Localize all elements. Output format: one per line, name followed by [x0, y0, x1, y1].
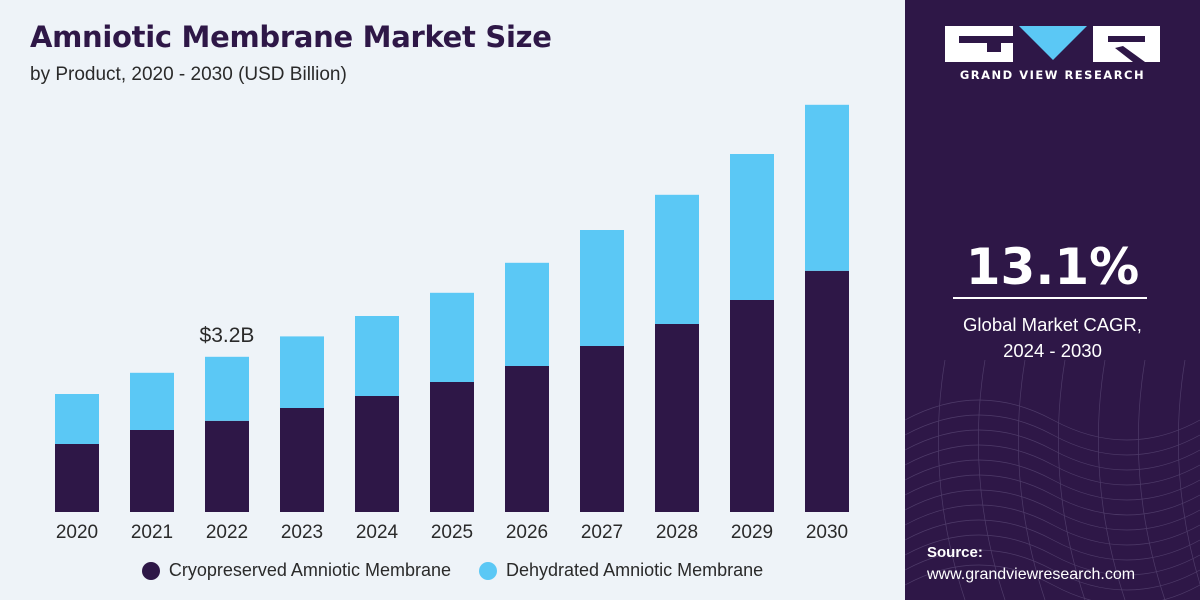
legend-label-cryopreserved: Cryopreserved Amniotic Membrane — [168, 560, 451, 580]
data-label-2022: $3.2B — [200, 324, 255, 347]
legend-item-dehydrated: Dehydrated Amniotic Membrane — [479, 560, 763, 581]
wave-pattern-decoration — [905, 360, 1200, 600]
x-tick-label-2024: 2024 — [356, 522, 399, 543]
chart-title: Amniotic Membrane Market Size — [30, 20, 552, 54]
source-link[interactable]: www.grandviewresearch.com — [927, 566, 1136, 583]
bar-dehydrated-2029 — [730, 154, 774, 300]
bar-dehydrated-2025 — [430, 292, 474, 382]
legend-item-cryopreserved: Cryopreserved Amniotic Membrane — [141, 560, 451, 581]
bar-cryopreserved-2029 — [730, 300, 774, 512]
bar-dehydrated-2030 — [805, 104, 849, 271]
bar-cryopreserved-2026 — [505, 366, 549, 512]
bar-cryopreserved-2024 — [355, 396, 399, 512]
source-label: Source: — [927, 544, 983, 561]
cagr-label: Global Market CAGR, 2024 - 2030 — [905, 312, 1200, 364]
x-tick-label-2029: 2029 — [731, 522, 773, 543]
gvr-logo-icon — [945, 26, 1160, 62]
cagr-label-line2: 2024 - 2030 — [1003, 340, 1102, 361]
chart-area: Amniotic Membrane Market Size by Product… — [0, 20, 905, 581]
x-tick-label-2023: 2023 — [281, 522, 323, 543]
cagr-value: 13.1% — [965, 238, 1140, 296]
bar-dehydrated-2022 — [205, 356, 249, 421]
bar-dehydrated-2027 — [580, 230, 624, 346]
bar-dehydrated-2023 — [280, 336, 324, 408]
bar-cryopreserved-2028 — [655, 324, 699, 512]
x-tick-label-2020: 2020 — [56, 522, 98, 543]
cagr-divider — [953, 297, 1147, 299]
legend-swatch-cryopreserved — [141, 561, 160, 580]
x-tick-label-2022: 2022 — [206, 522, 248, 543]
brand-logo: GRAND VIEW RESEARCH — [945, 26, 1160, 82]
x-tick-label-2021: 2021 — [131, 522, 173, 543]
bar-cryopreserved-2027 — [580, 346, 624, 512]
bar-dehydrated-2020 — [55, 394, 99, 444]
bar-dehydrated-2024 — [355, 316, 399, 396]
brand-name: GRAND VIEW RESEARCH — [959, 68, 1146, 82]
bar-dehydrated-2026 — [505, 262, 549, 366]
x-tick-label-2027: 2027 — [581, 522, 623, 543]
bar-cryopreserved-2023 — [280, 408, 324, 512]
x-tick-label-2030: 2030 — [806, 522, 848, 543]
bar-cryopreserved-2022 — [205, 420, 249, 512]
bar-chart: 2020 2021 2022 2023 2024 2025 2026 2027 2028 2029… — [55, 104, 849, 543]
chart-legend: Cryopreserved Amniotic Membrane Dehydrat… — [0, 560, 905, 581]
bar-cryopreserved-2025 — [430, 382, 474, 512]
x-tick-label-2026: 2026 — [506, 522, 548, 543]
bar-dehydrated-2021 — [130, 372, 174, 430]
legend-label-dehydrated: Dehydrated Amniotic Membrane — [506, 560, 764, 580]
bar-cryopreserved-2020 — [55, 444, 99, 512]
cagr-label-line1: Global Market CAGR, — [963, 314, 1142, 335]
x-tick-label-2028: 2028 — [656, 522, 698, 543]
x-tick-label-2025: 2025 — [431, 522, 473, 543]
chart-subtitle: by Product, 2020 - 2030 (USD Billion) — [30, 64, 347, 85]
legend-swatch-dehydrated — [479, 561, 497, 580]
bar-dehydrated-2028 — [655, 194, 699, 324]
bar-cryopreserved-2021 — [130, 430, 174, 512]
sidebar-panel: GRAND VIEW RESEARCH 13.1% Global Market … — [905, 0, 1200, 600]
bar-cryopreserved-2030 — [805, 270, 849, 512]
